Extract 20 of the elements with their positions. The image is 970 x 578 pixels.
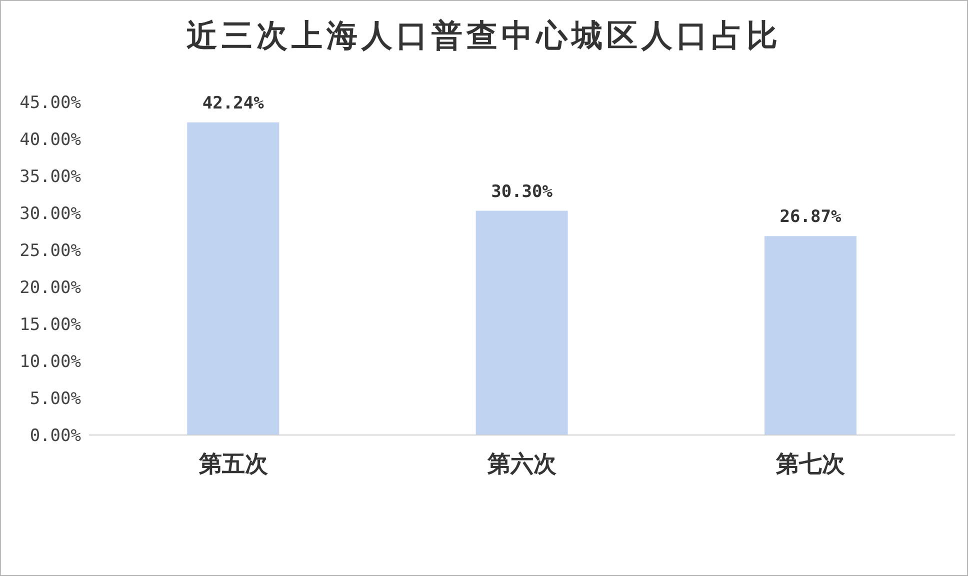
y-tick-label: 10.00% (20, 352, 81, 372)
y-tick-label: 25.00% (20, 241, 81, 262)
data-label: 42.24% (202, 93, 265, 114)
y-tick-label: 35.00% (20, 167, 81, 188)
y-tick-label: 30.00% (20, 204, 81, 224)
x-tick-label: 第五次 (198, 450, 269, 478)
x-tick-label: 第六次 (486, 450, 558, 478)
data-label: 30.30% (491, 182, 554, 202)
y-tick-label: 40.00% (20, 130, 81, 150)
bar (764, 236, 856, 435)
y-tick-label: 15.00% (20, 315, 81, 336)
y-tick-label: 20.00% (20, 278, 81, 298)
data-label: 26.87% (780, 207, 842, 228)
y-tick-label: 5.00% (30, 389, 81, 410)
x-tick-label: 第七次 (775, 450, 846, 478)
bar (476, 210, 568, 435)
chart-title: 近三次上海人口普查中心城区人口占比 (186, 17, 782, 56)
y-tick-label: 45.00% (20, 93, 81, 114)
y-tick-label: 0.00% (30, 426, 81, 446)
bar (187, 122, 280, 435)
